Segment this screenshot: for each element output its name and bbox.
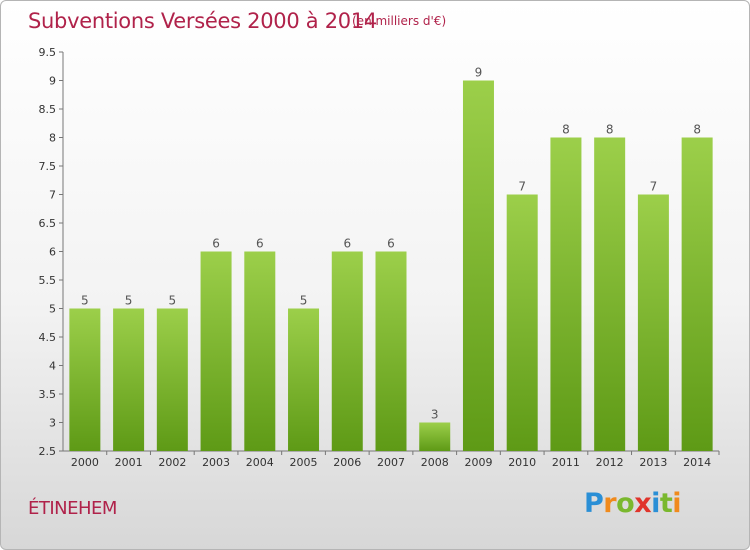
bar-2006 — [331, 251, 363, 451]
bar-2005 — [288, 308, 320, 451]
logo-letter: i — [651, 488, 660, 519]
x-tick-label: 2005 — [290, 456, 318, 469]
data-label-2014: 8 — [693, 123, 701, 137]
data-label-2007: 6 — [387, 237, 395, 251]
data-label-2010: 7 — [518, 180, 526, 194]
y-tick-label: 6 — [49, 246, 56, 259]
chart-title: Subventions Versées 2000 à 2014 — [28, 9, 377, 33]
bar-2009 — [462, 80, 494, 451]
logo-letter: r — [603, 488, 617, 519]
x-tick-label: 2004 — [246, 456, 274, 469]
y-tick-label: 5 — [49, 303, 56, 316]
x-tick-label: 2010 — [508, 456, 536, 469]
bar-2000 — [69, 308, 101, 451]
x-tick-label: 2003 — [202, 456, 230, 469]
commune-name: ÉTINEHEM — [28, 498, 117, 519]
logo-letter: x — [634, 488, 652, 519]
data-label-2001: 5 — [125, 294, 133, 308]
data-label-2004: 6 — [256, 237, 264, 251]
x-tick-label: 2011 — [552, 456, 580, 469]
y-tick-label: 2.5 — [39, 445, 57, 458]
x-tick-label: 2013 — [639, 456, 667, 469]
chart-unit-subtitle: (en milliers d'€) — [352, 14, 447, 28]
y-tick-label: 8 — [49, 132, 56, 145]
x-tick-label: 2000 — [71, 456, 99, 469]
bar-2002 — [156, 308, 188, 451]
bar-2011 — [550, 137, 582, 451]
data-labels: 5 5 5 6 6 5 6 6 3 9 7 8 8 7 8 — [81, 66, 701, 422]
data-label-2013: 7 — [650, 180, 658, 194]
logo-letter: t — [659, 488, 673, 519]
y-tick-label: 9.5 — [39, 46, 57, 59]
x-tick-label: 2008 — [421, 456, 449, 469]
x-tick-label: 2006 — [333, 456, 361, 469]
x-tick-label: 2014 — [683, 456, 711, 469]
bar-2014 — [681, 137, 713, 451]
data-label-2005: 5 — [300, 294, 308, 308]
data-label-2009: 9 — [475, 66, 483, 80]
y-tick-label: 3 — [49, 417, 56, 430]
y-tick-label: 7.5 — [39, 160, 57, 173]
x-tick-label: 2002 — [158, 456, 186, 469]
data-label-2006: 6 — [343, 237, 351, 251]
y-tick-label: 3.5 — [39, 388, 57, 401]
data-label-2000: 5 — [81, 294, 89, 308]
bar-2004 — [244, 251, 276, 451]
data-label-2011: 8 — [562, 123, 570, 137]
y-tick-label: 4 — [49, 360, 56, 373]
bar-2008 — [419, 422, 451, 451]
bar-2007 — [375, 251, 407, 451]
data-label-2002: 5 — [169, 294, 177, 308]
bar-2001 — [113, 308, 145, 451]
bar-2013 — [637, 194, 669, 451]
proxiti-logo: Proxiti — [584, 488, 682, 519]
y-tick-label: 7 — [49, 189, 56, 202]
logo-letter: o — [616, 488, 635, 519]
y-tick-label: 9 — [49, 75, 56, 88]
y-tick-label: 8.5 — [39, 103, 57, 116]
axes: 2.5 3 3.5 4 4.5 5 5.5 6 6.5 7 7.5 8 8.5 9 9.5 2000 2001 2… — [39, 46, 720, 469]
data-label-2008: 3 — [431, 408, 439, 422]
logo-letter: P — [584, 488, 604, 519]
x-tick-label: 2009 — [464, 456, 492, 469]
bar-2012 — [594, 137, 626, 451]
data-label-2003: 6 — [212, 237, 220, 251]
y-tick-label: 6.5 — [39, 217, 57, 230]
x-tick-label: 2012 — [596, 456, 624, 469]
y-tick-label: 5.5 — [39, 274, 57, 287]
data-label-2012: 8 — [606, 123, 614, 137]
logo-letter: i — [672, 488, 682, 519]
bars — [69, 80, 713, 451]
bar-2003 — [200, 251, 232, 451]
y-tick-label: 4.5 — [39, 331, 57, 344]
x-tick-label: 2001 — [115, 456, 143, 469]
x-tick-label: 2007 — [377, 456, 405, 469]
bar-2010 — [506, 194, 538, 451]
